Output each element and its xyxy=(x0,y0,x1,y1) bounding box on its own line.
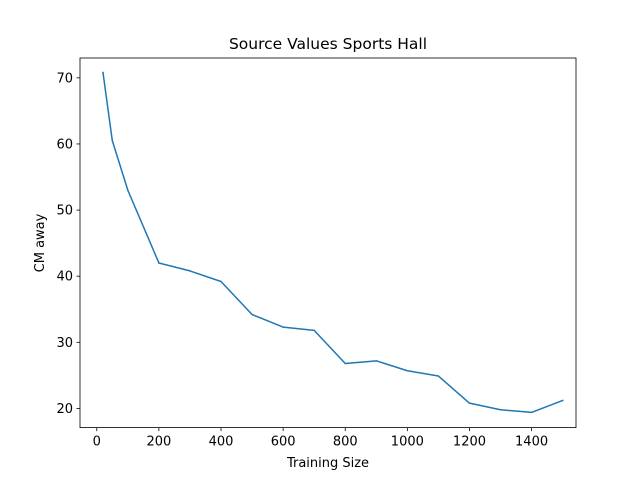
data-point xyxy=(530,411,533,414)
data-point xyxy=(111,139,114,142)
data-point xyxy=(220,280,222,283)
data-point xyxy=(344,362,346,365)
series-layer xyxy=(102,71,564,414)
x-tick-label: 800 xyxy=(333,435,358,450)
x-tick-label: 1000 xyxy=(391,435,424,450)
data-point xyxy=(102,71,104,74)
data-point xyxy=(158,262,160,264)
y-axis: 20 30 40 50 60 70 xyxy=(56,71,80,417)
y-tick-label: 70 xyxy=(56,71,73,86)
data-point xyxy=(313,329,315,332)
x-tick-label: 600 xyxy=(271,435,296,450)
data-point xyxy=(251,313,253,316)
y-tick-label: 30 xyxy=(56,336,73,351)
y-tick-label: 60 xyxy=(56,137,73,152)
data-point xyxy=(406,369,409,372)
data-point xyxy=(437,375,440,377)
x-tick-label: 0 xyxy=(93,435,101,450)
x-tick-label: 200 xyxy=(146,435,171,450)
y-tick-label: 50 xyxy=(56,204,73,219)
y-tick-label: 20 xyxy=(56,402,73,417)
x-axis-label: Training Size xyxy=(286,456,369,471)
data-point xyxy=(499,409,502,411)
plot-background xyxy=(80,58,576,428)
x-tick-label: 400 xyxy=(209,435,234,450)
data-point xyxy=(189,270,191,272)
data-point xyxy=(561,399,564,402)
plot-frame xyxy=(79,57,577,429)
x-tick-label: 1400 xyxy=(515,435,548,450)
data-point xyxy=(468,402,471,404)
x-axis: 0 200 400 600 800 1000 1200 1400 xyxy=(93,427,548,450)
data-point xyxy=(127,189,129,191)
data-point xyxy=(282,326,284,328)
y-tick-label: 40 xyxy=(56,270,73,285)
x-tick-label: 1200 xyxy=(453,435,486,450)
y-axis-label: CM away xyxy=(33,213,48,272)
data-point xyxy=(375,360,378,362)
chart-title: Source Values Sports Hall xyxy=(229,35,427,53)
